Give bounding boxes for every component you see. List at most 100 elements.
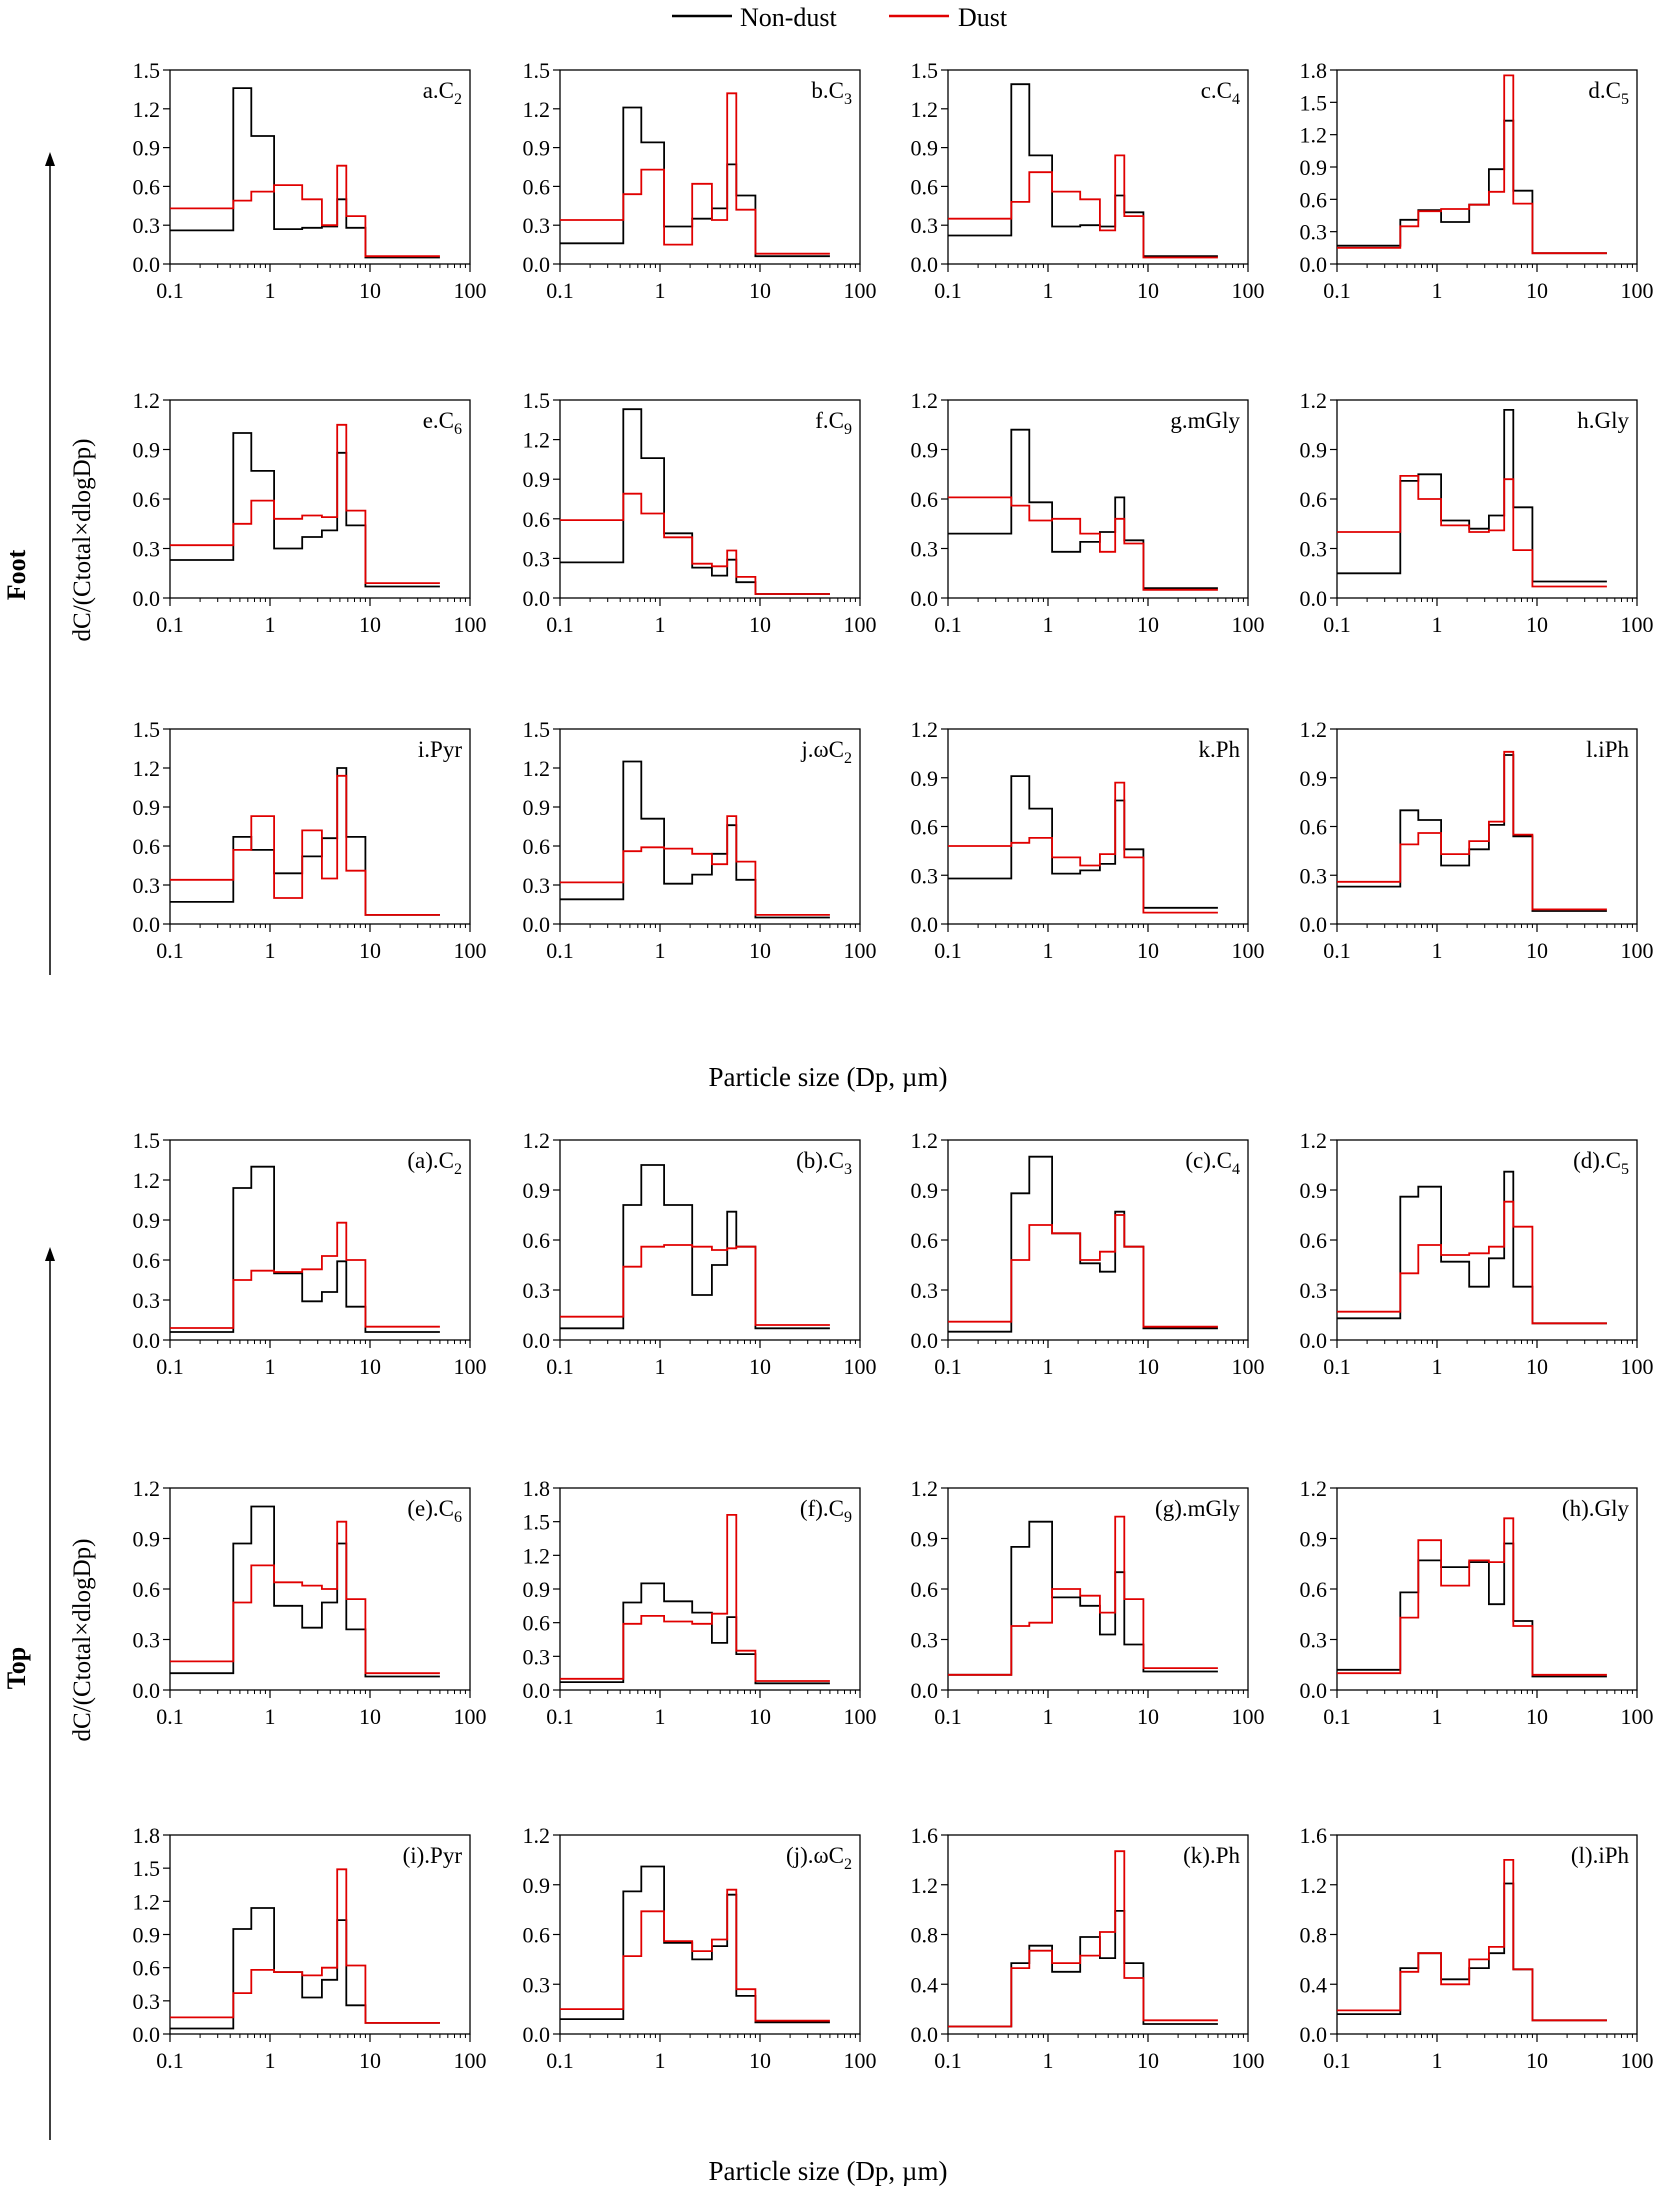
x-tick-label: 10: [749, 278, 771, 303]
series-line-non-dust: [1337, 1542, 1607, 1678]
x-tick-label: 1: [1043, 938, 1054, 963]
x-tick-label: 100: [844, 278, 877, 303]
x-tick-label: 10: [1137, 612, 1159, 637]
y-tick-label: 0.0: [1300, 1328, 1328, 1353]
y-tick-label: 1.2: [523, 428, 551, 453]
y-tick-label: 0.9: [1300, 1178, 1328, 1203]
y-tick-label: 0.6: [911, 1577, 939, 1602]
plot-frame: [559, 399, 861, 599]
x-tick-label: 1: [655, 278, 666, 303]
x-tick-label: 10: [1137, 1354, 1159, 1379]
panel-title-text: (h).Gly: [1562, 1496, 1630, 1521]
x-tick-label: 10: [1137, 938, 1159, 963]
x-tick-label: 1: [1432, 1704, 1443, 1729]
y-tick-label: 1.2: [133, 97, 161, 122]
y-tick-label: 0.0: [523, 1678, 551, 1703]
panel-title: (c).C4: [1185, 1148, 1240, 1178]
y-tick-label: 0.3: [523, 213, 551, 238]
plot-frame: [169, 1139, 471, 1341]
x-tick-label: 10: [359, 612, 381, 637]
y-tick-label: 0.3: [523, 1644, 551, 1669]
chart-panel: 0.0 0.3 0.6 0.9 1.2 1.5 0.1 1 10 100 f.C9: [523, 388, 877, 637]
panel-title: (g).mGly: [1155, 1496, 1240, 1521]
y-tick-label: 0.9: [523, 467, 551, 492]
y-tick-label: 0.6: [523, 174, 551, 199]
panel-title-text: a.C: [423, 78, 454, 103]
top-arrow-head-icon: [45, 1247, 55, 1261]
x-tick-label: 1: [655, 612, 666, 637]
y-tick-label: 1.2: [523, 1543, 551, 1568]
chart-panel: 0.0 0.3 0.6 0.9 1.2 0.1 1 10 100 (e).C6: [133, 1476, 487, 1729]
y-tick-label: 0.0: [911, 1328, 939, 1353]
y-tick-label: 1.2: [911, 388, 939, 413]
panel-title: (e).C6: [407, 1496, 462, 1526]
panel-title-subscript: 9: [844, 421, 852, 438]
series-line-dust: [1337, 1200, 1607, 1325]
series-line-dust: [1337, 1859, 1607, 2022]
x-tick-label: 1: [1432, 2048, 1443, 2073]
y-tick-label: 0.6: [133, 174, 161, 199]
y-tick-label: 0.0: [1300, 586, 1328, 611]
y-tick-label: 0.6: [523, 1923, 551, 1948]
panel-title: (f).C9: [800, 1496, 852, 1526]
x-tick-label: 1: [1432, 612, 1443, 637]
series-line-non-dust: [170, 767, 440, 916]
y-tick-label: 1.2: [1300, 1873, 1328, 1898]
y-tick-label: 0.9: [133, 1923, 161, 1948]
y-tick-label: 0.9: [1300, 1527, 1328, 1552]
y-tick-label: 1.2: [523, 1823, 551, 1848]
y-tick-label: 0.0: [911, 2022, 939, 2047]
series-line-non-dust: [170, 1505, 440, 1678]
x-tick-label: 100: [1232, 1354, 1265, 1379]
series-line-non-dust: [1337, 119, 1607, 255]
y-tick-label: 1.2: [523, 1128, 551, 1153]
panel-title-text: h.Gly: [1577, 408, 1629, 433]
y-tick-label: 1.2: [1300, 123, 1328, 148]
y-tick-label: 0.6: [1300, 1577, 1328, 1602]
x-tick-label: 1: [1432, 938, 1443, 963]
y-tick-label: 1.5: [133, 717, 161, 742]
y-tick-label: 1.5: [133, 58, 161, 83]
chart-panel: 0.0 0.3 0.6 0.9 1.2 0.1 1 10 100 (d).C5: [1300, 1128, 1654, 1379]
y-tick-label: 0.0: [133, 2022, 161, 2047]
top-xlabel: Particle size (Dp, µm): [709, 2156, 948, 2186]
chart-panel: 0.0 0.3 0.6 0.9 1.2 0.1 1 10 100 h.Gly: [1300, 388, 1654, 637]
series-line-non-dust: [170, 432, 440, 588]
panel-title: (a).C2: [407, 1148, 462, 1178]
x-tick-label: 100: [844, 2048, 877, 2073]
panel-title: c.C4: [1201, 78, 1240, 108]
panel-title-text: (j).ωC: [786, 1843, 844, 1868]
panel-title: l.iPh: [1586, 737, 1629, 762]
series-line-dust: [1337, 74, 1607, 255]
x-tick-label: 10: [1137, 278, 1159, 303]
y-tick-label: 0.9: [911, 136, 939, 161]
panel-title-text: (a).C: [407, 1148, 454, 1173]
y-tick-label: 0.0: [911, 252, 939, 277]
x-tick-label: 100: [844, 1704, 877, 1729]
panel-title-text: k.Ph: [1198, 737, 1240, 762]
x-tick-label: 100: [844, 938, 877, 963]
y-tick-label: 0.6: [523, 1611, 551, 1636]
x-tick-label: 0.1: [156, 938, 184, 963]
x-tick-label: 1: [265, 938, 276, 963]
foot-label: Foot: [2, 549, 31, 600]
y-tick-label: 0.9: [911, 1178, 939, 1203]
y-tick-label: 1.2: [1300, 1476, 1328, 1501]
x-tick-label: 100: [1232, 612, 1265, 637]
y-tick-label: 0.9: [911, 766, 939, 791]
legend-label-dust: Dust: [958, 3, 1008, 32]
y-tick-label: 0.6: [133, 487, 161, 512]
x-tick-label: 10: [1526, 612, 1548, 637]
series-line-dust: [170, 1868, 440, 2024]
x-tick-label: 1: [655, 1704, 666, 1729]
panel-title-subscript: 3: [844, 91, 852, 108]
y-tick-label: 1.2: [1300, 1128, 1328, 1153]
x-tick-label: 0.1: [1323, 1704, 1351, 1729]
x-tick-label: 100: [1232, 2048, 1265, 2073]
y-tick-label: 0.9: [523, 795, 551, 820]
panel-title-text: j.ωC: [800, 737, 844, 762]
plot-frame: [169, 69, 471, 265]
y-tick-label: 0.0: [523, 2022, 551, 2047]
series-line-dust: [560, 92, 830, 255]
y-tick-label: 0.3: [523, 546, 551, 571]
